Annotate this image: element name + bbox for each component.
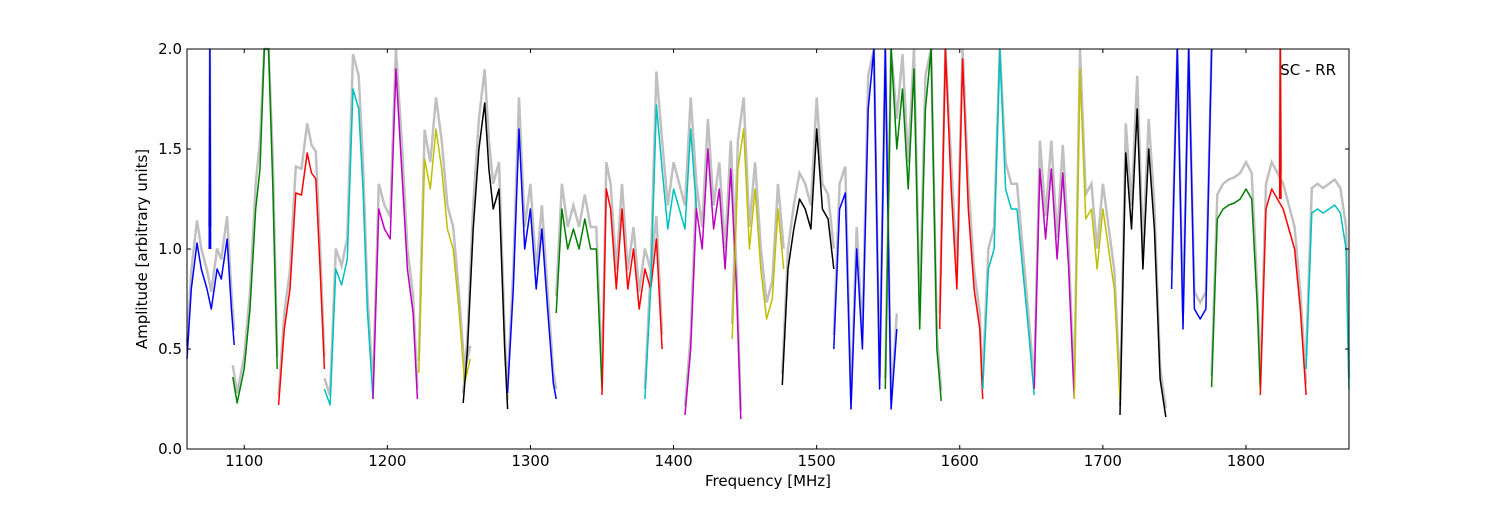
background-trace-3 [277,123,326,396]
series-line-8 [506,128,557,400]
x-tick-label-1: 1200 [368,452,406,470]
x-tick-label-7: 1800 [1227,452,1265,470]
series-line-18 [981,48,1035,396]
series-line-1 [208,48,212,250]
background-trace-8 [506,97,558,390]
ticks-layer: 1100 1200 1300 1400 1500 1600 1700 1800 0.0 0.5 1.… [158,40,1349,470]
background-trace-6 [417,97,472,372]
series-line-12 [684,148,742,420]
y-tick-label-2: 1.0 [158,240,182,258]
y-tick-label-3: 1.5 [158,140,182,158]
background-trace-11 [643,71,698,390]
series-line-5 [372,68,419,400]
x-tick-label-0: 1100 [225,452,263,470]
background-trace-23 [1210,159,1262,379]
background-trace-13 [730,97,785,325]
series-line-23 [1210,188,1262,390]
series-line-20 [1073,68,1121,400]
x-tick-label-2: 1300 [511,452,549,470]
series-line-11 [644,104,698,400]
series-line-4 [323,88,374,406]
x-tick-label-5: 1600 [941,452,979,470]
series-line-16 [884,48,942,402]
background-trace-0 [185,216,236,346]
y-axis-label: Amplitude [arbitrary units] [133,149,151,349]
background-trace-18 [981,48,1036,385]
series-line-26 [1305,204,1350,390]
series-line-3 [277,152,326,406]
y-tick-label-0: 0.0 [158,440,182,458]
background-trace-24 [1259,158,1308,385]
series-layer [186,48,1350,420]
annotation-label: SC - RR [1280,61,1336,79]
series-line-9 [555,208,603,390]
background-trace-26 [1304,177,1351,379]
y-tick-label-1: 0.5 [158,340,182,358]
series-line-15 [833,48,898,410]
series-line-13 [731,128,785,340]
series-line-2 [232,48,278,404]
background-trace-9 [554,183,604,379]
series-line-17 [938,48,984,400]
series-line-21 [1119,108,1167,418]
background-trace-20 [1072,48,1122,390]
x-tick-label-3: 1400 [654,452,692,470]
series-line-7 [462,102,509,410]
y-tick-label-4: 2.0 [158,40,182,58]
background-trace-19 [1032,140,1076,390]
series-line-22 [1170,48,1213,330]
x-tick-label-4: 1500 [798,452,836,470]
x-axis-label: Frequency [MHz] [705,472,831,490]
series-line-0 [186,238,235,360]
series-line-19 [1033,168,1075,400]
x-tick-label-6: 1700 [1084,452,1122,470]
series-line-24 [1259,188,1307,396]
background-trace-12 [683,118,743,411]
series-line-14 [781,128,835,386]
series-line-6 [418,128,472,384]
background-trace-14 [781,97,836,374]
